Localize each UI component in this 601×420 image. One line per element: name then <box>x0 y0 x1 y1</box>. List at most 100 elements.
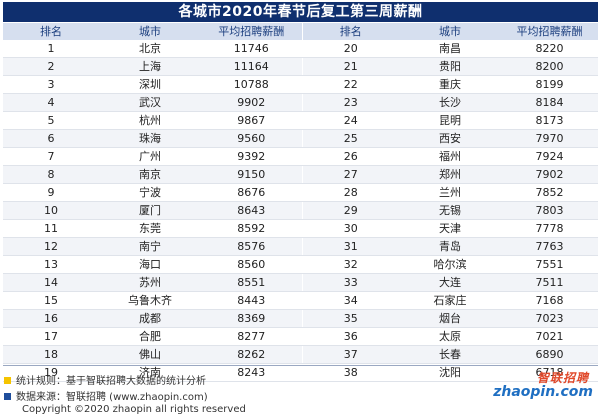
rank-left-cell: 13 <box>3 255 99 274</box>
rank-right-cell: 30 <box>301 219 399 238</box>
city-left-cell: 北京 <box>99 40 201 58</box>
rank-left-cell: 9 <box>3 183 99 202</box>
city-right-cell: 福州 <box>399 147 501 166</box>
salary-right-cell: 8199 <box>501 75 598 94</box>
city-left-cell: 珠海 <box>99 129 201 148</box>
table-row: 19 济南 8243 38 沈阳 6718 <box>3 363 598 382</box>
table-title: 各城市2020年春节后复工第三周薪酬 <box>3 2 598 22</box>
salary-right-cell: 6718 <box>501 363 598 382</box>
rank-left-cell: 10 <box>3 201 99 220</box>
table-row: 11 东莞 8592 30 天津 7778 <box>3 219 598 238</box>
salary-left-cell: 10788 <box>201 75 302 94</box>
city-right-cell: 青岛 <box>399 237 501 256</box>
city-right-cell: 西安 <box>399 129 501 148</box>
salary-right-cell: 7168 <box>501 291 598 310</box>
rank-left-cell: 5 <box>3 111 99 130</box>
stat-rule-note: 统计规则：基于智联招聘大数据的统计分析 <box>4 372 206 387</box>
rank-right-cell: 31 <box>301 237 399 256</box>
table-row: 1 北京 11746 20 南昌 8220 <box>3 40 598 58</box>
city-right-cell: 烟台 <box>399 309 501 328</box>
city-right-cell: 大连 <box>399 273 501 292</box>
rank-left-cell: 6 <box>3 129 99 148</box>
city-right-cell: 太原 <box>399 327 501 346</box>
salary-right-cell: 8220 <box>501 40 598 58</box>
rank-right-cell: 27 <box>301 165 399 184</box>
city-left-cell: 杭州 <box>99 111 201 130</box>
city-right-cell: 哈尔滨 <box>399 255 501 274</box>
salary-left-cell: 11164 <box>201 57 302 76</box>
city-right-cell: 贵阳 <box>399 57 501 76</box>
salary-right-cell: 7924 <box>501 147 598 166</box>
logo-english-text: zhaopin.com <box>493 384 593 400</box>
salary-left-cell: 11746 <box>201 40 302 58</box>
salary-right-cell: 7803 <box>501 201 598 220</box>
salary-right-cell: 7551 <box>501 255 598 274</box>
header-city-right: 城市 <box>399 23 501 40</box>
rank-right-cell: 20 <box>301 40 399 58</box>
salary-right-cell: 7970 <box>501 129 598 148</box>
salary-left-cell: 8643 <box>201 201 302 220</box>
rank-right-cell: 35 <box>301 309 399 328</box>
header-rank-right: 排名 <box>301 23 399 40</box>
city-left-cell: 济南 <box>99 363 201 382</box>
salary-table: 排名 城市 平均招聘薪酬 排名 城市 平均招聘薪酬 1 北京 11746 20 南昌 82… <box>3 23 598 382</box>
stat-rule-label: 统计规则： <box>16 376 66 387</box>
table-row: 18 佛山 8262 37 长春 6890 <box>3 345 598 364</box>
salary-right-cell: 7023 <box>501 309 598 328</box>
table-row: 2 上海 11164 21 贵阳 8200 <box>3 57 598 76</box>
city-left-cell: 苏州 <box>99 273 201 292</box>
yellow-square-icon <box>4 377 11 384</box>
rank-left-cell: 17 <box>3 327 99 346</box>
zhaopin-logo: 智联招聘 zhaopin.com <box>485 369 597 403</box>
header-salary-left: 平均招聘薪酬 <box>201 23 302 40</box>
city-right-cell: 天津 <box>399 219 501 238</box>
city-right-cell: 郑州 <box>399 165 501 184</box>
city-left-cell: 武汉 <box>99 93 201 112</box>
header-rank-left: 排名 <box>3 23 99 40</box>
city-right-cell: 昆明 <box>399 111 501 130</box>
table-row: 5 杭州 9867 24 昆明 8173 <box>3 111 598 130</box>
city-left-cell: 乌鲁木齐 <box>99 291 201 310</box>
salary-right-cell: 7511 <box>501 273 598 292</box>
city-left-cell: 佛山 <box>99 345 201 364</box>
table-body: 1 北京 11746 20 南昌 8220 2 上海 11164 21 贵阳 8200 3 深圳 10788… <box>3 40 598 382</box>
city-left-cell: 深圳 <box>99 75 201 94</box>
city-left-cell: 东莞 <box>99 219 201 238</box>
blue-square-icon <box>4 393 11 400</box>
city-right-cell: 长沙 <box>399 93 501 112</box>
city-left-cell: 上海 <box>99 57 201 76</box>
salary-left-cell: 8592 <box>201 219 302 238</box>
logo-chinese-text: 智联招聘 <box>536 371 589 385</box>
rank-right-cell: 32 <box>301 255 399 274</box>
rank-left-cell: 4 <box>3 93 99 112</box>
salary-left-cell: 8277 <box>201 327 302 346</box>
city-left-cell: 广州 <box>99 147 201 166</box>
rank-right-cell: 34 <box>301 291 399 310</box>
header-salary-right: 平均招聘薪酬 <box>501 23 598 40</box>
rank-left-cell: 14 <box>3 273 99 292</box>
rank-left-cell: 18 <box>3 345 99 364</box>
rank-left-cell: 8 <box>3 165 99 184</box>
rank-left-cell: 1 <box>3 40 99 58</box>
salary-left-cell: 9867 <box>201 111 302 130</box>
city-right-cell: 石家庄 <box>399 291 501 310</box>
city-right-cell: 重庆 <box>399 75 501 94</box>
salary-left-cell: 8369 <box>201 309 302 328</box>
table-row: 3 深圳 10788 22 重庆 8199 <box>3 75 598 94</box>
salary-right-cell: 8200 <box>501 57 598 76</box>
salary-right-cell: 7021 <box>501 327 598 346</box>
salary-right-cell: 8173 <box>501 111 598 130</box>
rank-right-cell: 26 <box>301 147 399 166</box>
source-note: 数据来源：智联招聘 (www.zhaopin.com) <box>4 388 208 403</box>
rank-right-cell: 22 <box>301 75 399 94</box>
city-right-cell: 无锡 <box>399 201 501 220</box>
table-row: 17 合肥 8277 36 太原 7021 <box>3 327 598 346</box>
rank-left-cell: 15 <box>3 291 99 310</box>
city-right-cell: 沈阳 <box>399 363 501 382</box>
table-row: 8 南京 9150 27 郑州 7902 <box>3 165 598 184</box>
city-right-cell: 长春 <box>399 345 501 364</box>
source-text: 智联招聘 (www.zhaopin.com) <box>66 392 208 403</box>
rank-left-cell: 12 <box>3 237 99 256</box>
rank-right-cell: 23 <box>301 93 399 112</box>
salary-left-cell: 9150 <box>201 165 302 184</box>
